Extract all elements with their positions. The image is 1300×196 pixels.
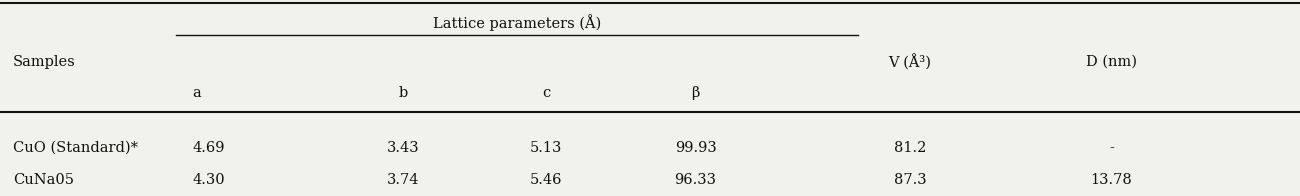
Text: 96.33: 96.33 (675, 173, 716, 187)
Text: c: c (542, 86, 550, 100)
Text: 87.3: 87.3 (893, 173, 927, 187)
Text: 3.74: 3.74 (387, 173, 419, 187)
Text: 13.78: 13.78 (1091, 173, 1132, 187)
Text: -: - (1109, 141, 1114, 155)
Text: V (Å³): V (Å³) (888, 55, 932, 71)
Text: a: a (192, 86, 202, 100)
Text: 3.43: 3.43 (386, 141, 420, 155)
Text: 5.46: 5.46 (530, 173, 562, 187)
Text: 4.69: 4.69 (192, 141, 225, 155)
Text: 5.13: 5.13 (530, 141, 562, 155)
Text: D (nm): D (nm) (1086, 55, 1138, 69)
Text: 4.30: 4.30 (192, 173, 225, 187)
Text: CuO (Standard)*: CuO (Standard)* (13, 141, 138, 155)
Text: b: b (398, 86, 408, 100)
Text: CuNa05: CuNa05 (13, 173, 74, 187)
Text: β: β (692, 86, 699, 100)
Text: Lattice parameters (Å): Lattice parameters (Å) (433, 14, 601, 31)
Text: Samples: Samples (13, 55, 75, 69)
Text: 99.93: 99.93 (675, 141, 716, 155)
Text: 81.2: 81.2 (894, 141, 926, 155)
